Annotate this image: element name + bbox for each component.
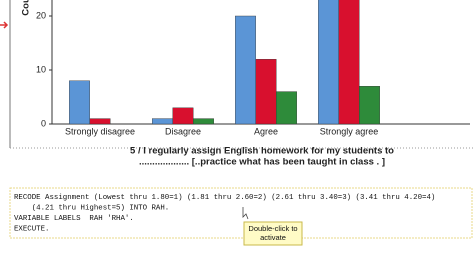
syntax-line: EXECUTE.	[14, 225, 49, 233]
cursor	[242, 207, 249, 220]
bar	[318, 0, 339, 125]
tooltip-text: Double-click to	[248, 224, 297, 233]
bar	[69, 80, 90, 125]
syntax-line: RECODE Assignment (Lowest thru 1.80=1) (…	[14, 194, 435, 202]
x-tick-label: Agree	[254, 126, 278, 136]
syntax-box[interactable]	[9, 187, 473, 239]
tooltip	[243, 221, 303, 246]
syntax-line: VARIABLE LABELS RAH 'RHA'.	[14, 215, 134, 223]
bar	[276, 91, 297, 125]
x-tick-label: Strongly disagree	[65, 126, 135, 136]
y-tick-label: 0	[41, 118, 46, 128]
x-tick-label: Disagree	[165, 126, 201, 136]
bar	[255, 59, 277, 125]
y-tick-label: 10	[36, 64, 46, 74]
syntax-line: (4.21 thru Highest=5) INTO RAH.	[14, 204, 169, 212]
y-axis-label: Count	[21, 0, 32, 16]
x-axis-title: ................... [..practice what has…	[139, 157, 385, 168]
tooltip-text: activate	[260, 233, 286, 242]
x-tick-label: Strongly agree	[320, 126, 379, 136]
plot-area	[69, 0, 380, 125]
bar	[359, 85, 380, 125]
bar	[193, 118, 214, 125]
bar	[338, 0, 360, 125]
y-tick-label: 20	[36, 10, 46, 20]
bar	[172, 107, 194, 125]
bar	[89, 118, 111, 125]
bar	[152, 118, 173, 125]
x-axis-title: 5 / I regularly assign English homework …	[130, 146, 394, 157]
selection-arrow	[0, 21, 9, 29]
bar	[235, 15, 256, 125]
